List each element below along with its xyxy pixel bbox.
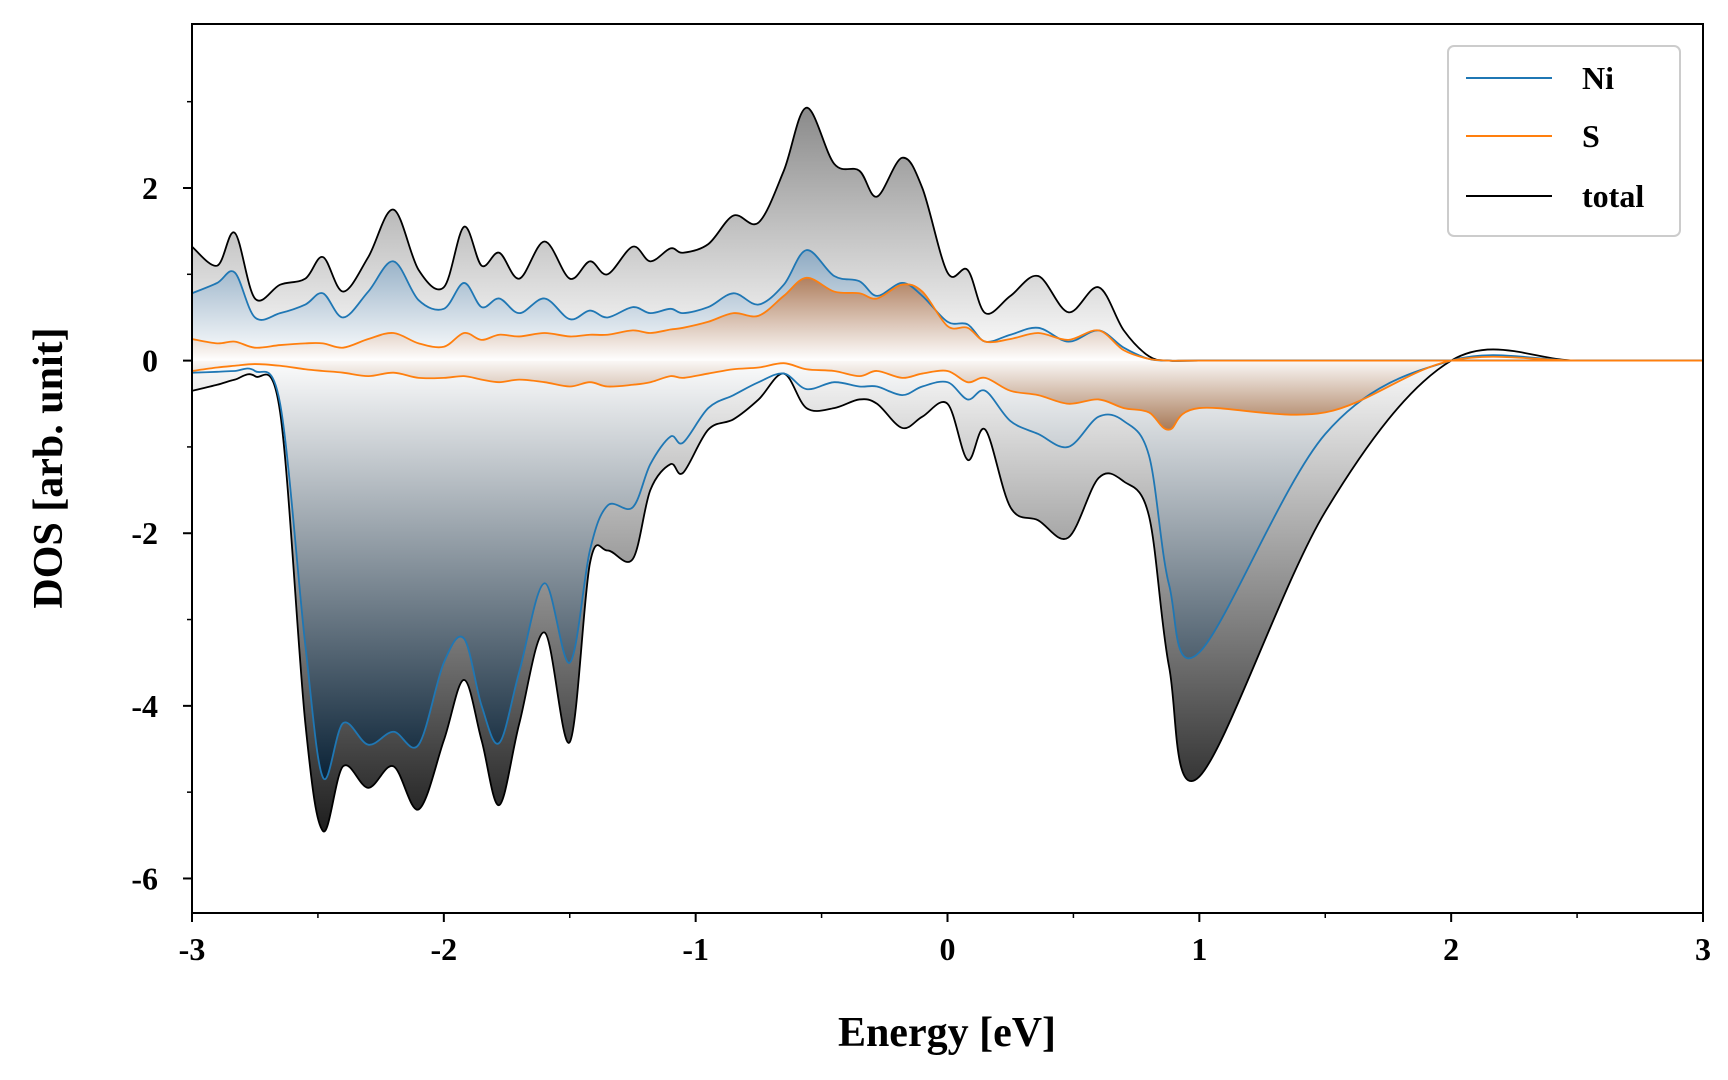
dos-fill-areas — [192, 107, 1703, 832]
x-tick-label: 2 — [1443, 931, 1459, 967]
x-tick-label: -1 — [682, 931, 709, 967]
legend-label-s: S — [1582, 118, 1600, 154]
x-tick-label: -2 — [431, 931, 458, 967]
x-tick-label: 3 — [1695, 931, 1711, 967]
y-axis-ticks: -6 -4 -2 0 2 — [131, 100, 192, 896]
fill-s-spin-down — [192, 356, 1703, 430]
x-axis-label: Energy [eV] — [838, 1010, 1056, 1056]
fill-ni-spin-down — [192, 355, 1703, 780]
line-total-spin-up — [192, 106, 1703, 362]
legend-label-total: total — [1582, 178, 1644, 214]
fill-total-spin-up — [192, 107, 1703, 361]
x-tick-label: -3 — [179, 931, 206, 967]
y-tick-label: -6 — [131, 860, 158, 896]
x-tick-label: 1 — [1191, 931, 1207, 967]
legend-label-ni: Ni — [1582, 60, 1614, 96]
line-s-spin-up — [192, 276, 1703, 362]
x-axis-ticks: -3 -2 -1 0 1 2 3 — [179, 913, 1711, 967]
fill-s-spin-up — [192, 277, 1703, 361]
y-tick-label: 0 — [142, 343, 158, 379]
legend: Ni S total — [1447, 45, 1681, 237]
line-total-spin-down — [192, 348, 1703, 833]
line-ni-spin-up — [192, 249, 1703, 362]
line-ni-spin-down — [192, 354, 1703, 781]
y-tick-label: 2 — [142, 170, 158, 206]
legend-frame — [1447, 45, 1681, 237]
y-tick-label: -4 — [131, 688, 158, 724]
x-tick-label: 0 — [940, 931, 956, 967]
line-s-spin-down — [192, 355, 1703, 431]
fill-ni-spin-up — [192, 250, 1703, 361]
y-axis-label: DOS [arb. unit] — [26, 327, 72, 608]
dos-series-lines — [192, 106, 1703, 833]
y-tick-label: -2 — [131, 515, 158, 551]
